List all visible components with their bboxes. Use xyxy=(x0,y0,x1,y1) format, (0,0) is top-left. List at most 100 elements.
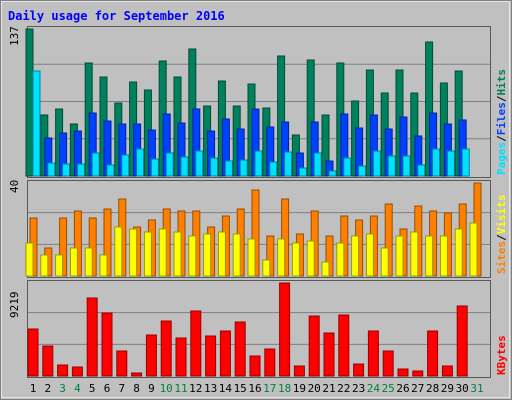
pages-bar xyxy=(224,160,233,177)
day-label-19: 19 xyxy=(293,382,306,395)
day-label-12: 12 xyxy=(189,382,202,395)
day-label-28: 28 xyxy=(426,382,439,395)
day-label-1: 1 xyxy=(30,382,37,395)
kbytes-bar xyxy=(42,345,54,377)
pages-bar xyxy=(239,159,248,177)
pages-bar xyxy=(387,155,396,177)
y-max-label-visits: 40 xyxy=(8,180,21,193)
day-label-3: 3 xyxy=(59,382,66,395)
kbytes-bar xyxy=(249,355,261,377)
sites-bar xyxy=(395,235,404,277)
day-label-16: 16 xyxy=(248,382,261,395)
kbytes-bar xyxy=(190,310,202,377)
sites-bar xyxy=(351,235,360,277)
panel-kbytes: 9219 KBytes xyxy=(8,280,508,378)
legend-hits-files-pages: Pages/Files/Hits xyxy=(495,69,508,175)
sites-bar xyxy=(129,228,138,277)
legend-sep-1: / xyxy=(495,135,508,142)
panel-frame-visits xyxy=(27,180,491,278)
kbytes-bar xyxy=(27,328,39,377)
sites-bar xyxy=(336,242,345,277)
panel-visits-sites: 40 Sites/Visits xyxy=(8,180,508,278)
day-label-17: 17 xyxy=(263,382,276,395)
pages-bar xyxy=(298,167,307,177)
legend-hits: Hits xyxy=(495,69,508,96)
hits-bar xyxy=(25,28,34,177)
bars-visits-sites xyxy=(25,182,490,277)
legend-files: Files xyxy=(495,102,508,135)
pages-bar xyxy=(150,158,159,177)
day-label-26: 26 xyxy=(396,382,409,395)
pages-bar xyxy=(180,156,189,177)
pages-bar xyxy=(47,162,56,177)
kbytes-bar xyxy=(397,368,409,377)
pages-bar xyxy=(313,152,322,177)
legend-sites: Sites xyxy=(495,241,508,274)
y-max-label-kbytes: 9219 xyxy=(8,292,21,319)
day-label-2: 2 xyxy=(44,382,51,395)
day-label-10: 10 xyxy=(160,382,173,395)
pages-bar xyxy=(136,148,145,177)
pages-bar xyxy=(32,70,41,177)
pages-bar xyxy=(254,150,263,177)
kbytes-bar xyxy=(338,314,350,377)
day-label-7: 7 xyxy=(118,382,125,395)
sites-bar xyxy=(84,247,93,277)
sites-bar xyxy=(262,259,271,277)
day-label-24: 24 xyxy=(367,382,381,395)
pages-bar xyxy=(417,164,426,177)
kbytes-bar xyxy=(71,366,83,377)
legend-pages: Pages xyxy=(495,142,508,175)
sites-bar xyxy=(55,254,64,277)
bars-hits-files-pages xyxy=(25,28,490,177)
day-label-25: 25 xyxy=(382,382,395,395)
pages-bar xyxy=(165,152,174,177)
panel-hits-files-pages: 137 Pages/Files/Hits xyxy=(8,26,508,178)
sites-bar xyxy=(277,238,286,277)
kbytes-bar xyxy=(293,365,305,377)
kbytes-bar xyxy=(382,350,394,377)
kbytes-bar xyxy=(160,320,172,377)
kbytes-bar xyxy=(116,350,128,377)
day-label-6: 6 xyxy=(104,382,111,395)
legend-sep-2: / xyxy=(495,95,508,102)
kbytes-bar xyxy=(441,365,453,377)
pages-bar xyxy=(210,157,219,177)
kbytes-bar xyxy=(145,334,157,377)
pages-bar xyxy=(62,163,71,177)
kbytes-bar xyxy=(234,321,246,377)
day-label-14: 14 xyxy=(219,382,233,395)
sites-bar xyxy=(247,238,256,277)
day-label-29: 29 xyxy=(441,382,454,395)
sites-bar xyxy=(143,231,152,277)
sites-bar xyxy=(380,247,389,277)
day-label-22: 22 xyxy=(337,382,350,395)
day-label-27: 27 xyxy=(411,382,424,395)
pages-bar xyxy=(195,150,204,177)
pages-bar xyxy=(446,150,455,177)
kbytes-bar xyxy=(175,337,187,377)
day-label-30: 30 xyxy=(456,382,469,395)
legend-kbytes: KBytes xyxy=(495,335,508,375)
day-label-21: 21 xyxy=(322,382,335,395)
bars-kbytes xyxy=(27,282,490,377)
day-label-23: 23 xyxy=(352,382,365,395)
sites-bar xyxy=(454,228,463,277)
x-axis-day-labels: 1 2 3 4 5 6 7 8 9 10 11 12 13 14 15 16 17 18 19 20 21 22 23 24 2… xyxy=(30,382,484,395)
kbytes-bar xyxy=(367,330,379,377)
sites-bar xyxy=(40,254,49,277)
sites-bar xyxy=(232,233,241,277)
kbytes-bar xyxy=(279,282,291,377)
pages-bar xyxy=(91,152,100,177)
sites-bar xyxy=(203,233,212,277)
pages-bar xyxy=(76,163,85,177)
pages-bar xyxy=(106,164,115,177)
sites-bar xyxy=(69,247,78,277)
kbytes-bar xyxy=(427,330,439,377)
sites-bar xyxy=(469,222,478,277)
sites-bar xyxy=(217,231,226,277)
sites-bar xyxy=(173,231,182,277)
day-label-11: 11 xyxy=(174,382,187,395)
